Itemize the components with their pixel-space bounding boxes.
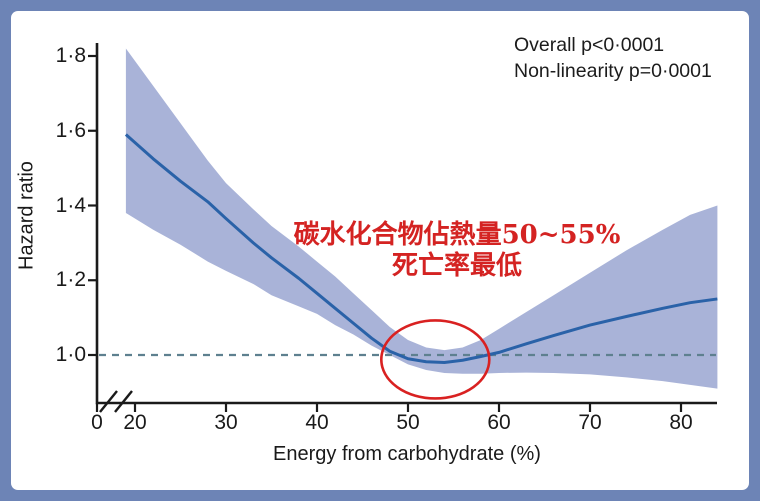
chinese-note-line1: 碳水化合物佔熱量50~55% xyxy=(293,220,621,250)
axis-break-mark xyxy=(114,390,133,413)
nonlinearity-p-text: Non-linearity p=0·0001 xyxy=(514,59,712,82)
x-tick-label: 80 xyxy=(669,411,693,434)
x-tick-label: 30 xyxy=(214,411,238,434)
highlight-ellipse xyxy=(379,319,491,400)
p-value-annotations: Overall p<0·0001 Non-linearity p=0·0001 xyxy=(514,33,712,84)
confidence-band xyxy=(125,48,718,389)
y-tick-label: 1·4 xyxy=(55,193,86,217)
y-tick-label: 1·8 xyxy=(55,44,86,67)
y-tick-label: 1·2 xyxy=(55,268,86,292)
chinese-highlight-note: 碳水化合物佔熱量50~55% 死亡率最低 xyxy=(290,220,624,282)
x-tick-label: 50 xyxy=(396,411,420,434)
axis-break-mark xyxy=(99,390,118,413)
hazard-ratio-line xyxy=(124,133,718,364)
y-tick-label: 1·6 xyxy=(55,118,86,142)
x-tick-label: 40 xyxy=(305,411,329,434)
x-tick-label: 0 xyxy=(91,411,103,434)
chinese-note-line2: 死亡率最低 xyxy=(391,251,522,281)
x-tick-label: 70 xyxy=(578,411,602,434)
x-tick-label: 60 xyxy=(487,411,511,434)
x-tick-label: 20 xyxy=(123,411,147,434)
x-axis-label: Energy from carbohydrate (%) xyxy=(273,443,541,465)
overall-p-text: Overall p<0·0001 xyxy=(514,34,665,56)
y-tick-label: 1·0 xyxy=(55,343,86,366)
